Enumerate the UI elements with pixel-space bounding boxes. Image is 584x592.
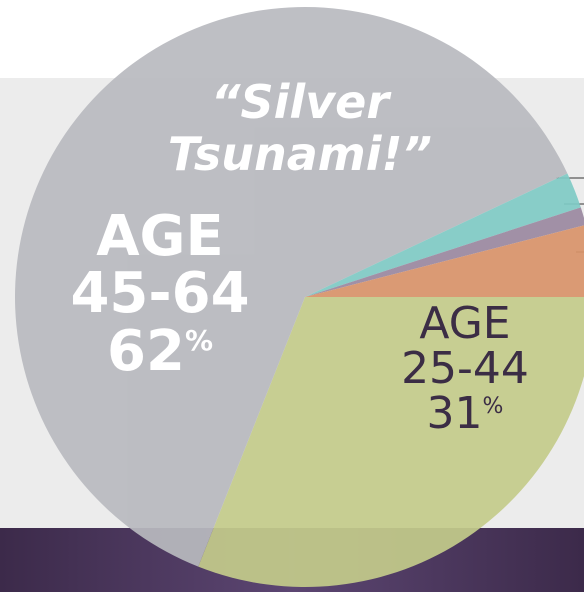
chart: “SilverTsunami!” AGE25-4431%AGE45-6462% [0,0,584,592]
